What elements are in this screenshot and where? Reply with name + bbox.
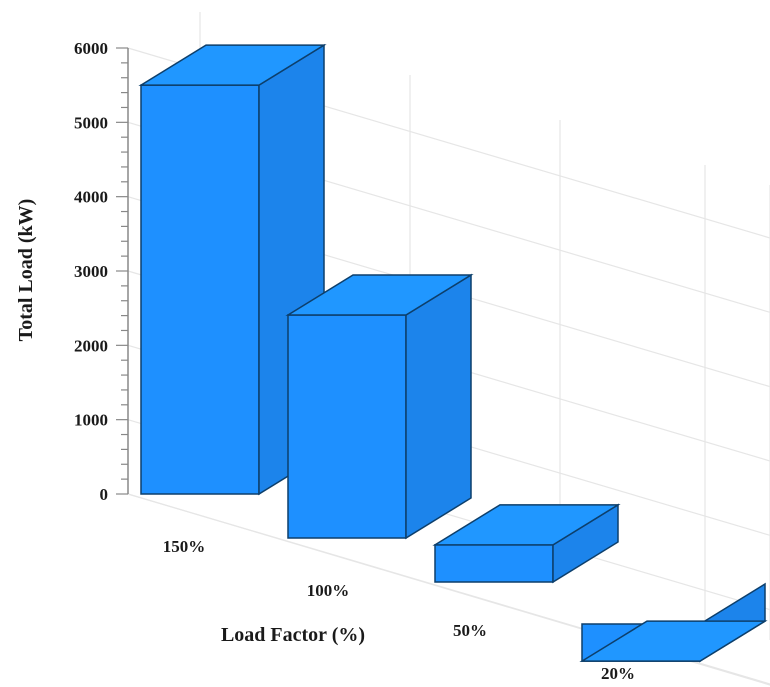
x-tick-label: 50% xyxy=(453,621,487,640)
bar-top-face xyxy=(432,504,621,546)
y-tick-label: 3000 xyxy=(74,262,108,281)
bar-top-face xyxy=(285,274,474,316)
y-tick-label: 6000 xyxy=(74,39,108,58)
bar-front-face xyxy=(434,544,554,583)
bars xyxy=(138,43,768,663)
bar-top-face xyxy=(579,620,768,662)
y-tick-label: 0 xyxy=(100,485,109,504)
bar-side-face xyxy=(405,273,472,540)
y-tick-label: 1000 xyxy=(74,411,108,430)
x-tick-labels: 150% 100% 50% 20% xyxy=(163,537,635,683)
x-tick-label: 100% xyxy=(307,581,350,600)
y-tick-label: 4000 xyxy=(74,188,108,207)
bar-top-face xyxy=(138,44,327,86)
bar-front-face xyxy=(140,84,260,495)
y-tick-label: 2000 xyxy=(74,336,108,355)
y-axis: 0 1000 2000 3000 4000 5000 6000 xyxy=(74,39,129,504)
y-tick-label: 5000 xyxy=(74,113,108,132)
bar-50% xyxy=(432,503,621,584)
bar-100% xyxy=(285,273,474,540)
x-axis-title: Load Factor (%) xyxy=(221,624,365,646)
bar-front-face xyxy=(287,314,407,539)
y-axis-title: Total Load (kW) xyxy=(15,199,37,342)
x-tick-label: 150% xyxy=(163,537,206,556)
x-tick-label: 20% xyxy=(601,664,635,683)
bar-20% xyxy=(579,582,768,663)
